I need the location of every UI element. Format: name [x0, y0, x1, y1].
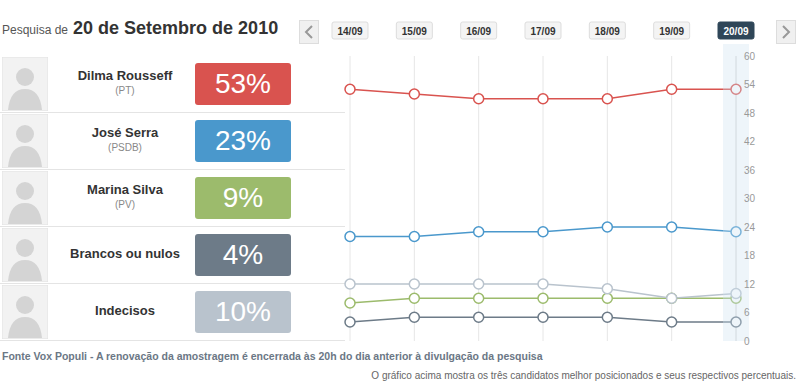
svg-text:24: 24 — [744, 222, 756, 233]
svg-text:42: 42 — [744, 136, 756, 147]
svg-text:12: 12 — [744, 279, 756, 290]
svg-text:14/09: 14/09 — [337, 26, 362, 37]
svg-text:18/09: 18/09 — [595, 26, 620, 37]
html-text:9%: 9% — [222, 182, 264, 213]
html-text:10%: 10% — [215, 296, 271, 327]
html-text:Indecisos: Indecisos — [95, 303, 155, 318]
html-text:(PT): (PT) — [115, 85, 135, 96]
html-text:53%: 53% — [215, 68, 271, 99]
html-text:Dilma Rousseff: Dilma Rousseff — [77, 68, 173, 83]
svg-text:54: 54 — [744, 79, 756, 90]
svg-text:19/09: 19/09 — [659, 26, 684, 37]
svg-text:15/09: 15/09 — [402, 26, 427, 37]
svg-text:60: 60 — [744, 51, 756, 62]
svg-text:16/09: 16/09 — [466, 26, 491, 37]
svg-text:30: 30 — [744, 193, 756, 204]
html-text:Pesquisa de 20 de Setembro de: Pesquisa de 20 de Setembro de 2010 — [2, 18, 279, 38]
svg-text:18: 18 — [744, 250, 756, 261]
html-text:(PV): (PV) — [115, 199, 135, 210]
html-text:4%: 4% — [222, 239, 264, 270]
svg-text:36: 36 — [744, 165, 756, 176]
html-text:23%: 23% — [215, 125, 271, 156]
svg-text:6: 6 — [744, 307, 750, 318]
html-text:Brancos ou nulos: Brancos ou nulos — [70, 246, 180, 261]
svg-text:0: 0 — [744, 336, 750, 347]
svg-text:48: 48 — [744, 108, 756, 119]
html-text:(PSDB): (PSDB) — [108, 142, 142, 153]
svg-text:17/09: 17/09 — [530, 26, 555, 37]
html-text:Marina Silva: Marina Silva — [87, 182, 163, 197]
html-text:O gráfico acima mostra os três: O gráfico acima mostra os três candidato… — [371, 370, 796, 381]
html-text:Fonte Vox Populi - A renovação: Fonte Vox Populi - A renovação da amostr… — [2, 350, 543, 362]
html-text:José Serra: José Serra — [91, 125, 159, 140]
svg-text:20/09: 20/09 — [723, 26, 748, 37]
